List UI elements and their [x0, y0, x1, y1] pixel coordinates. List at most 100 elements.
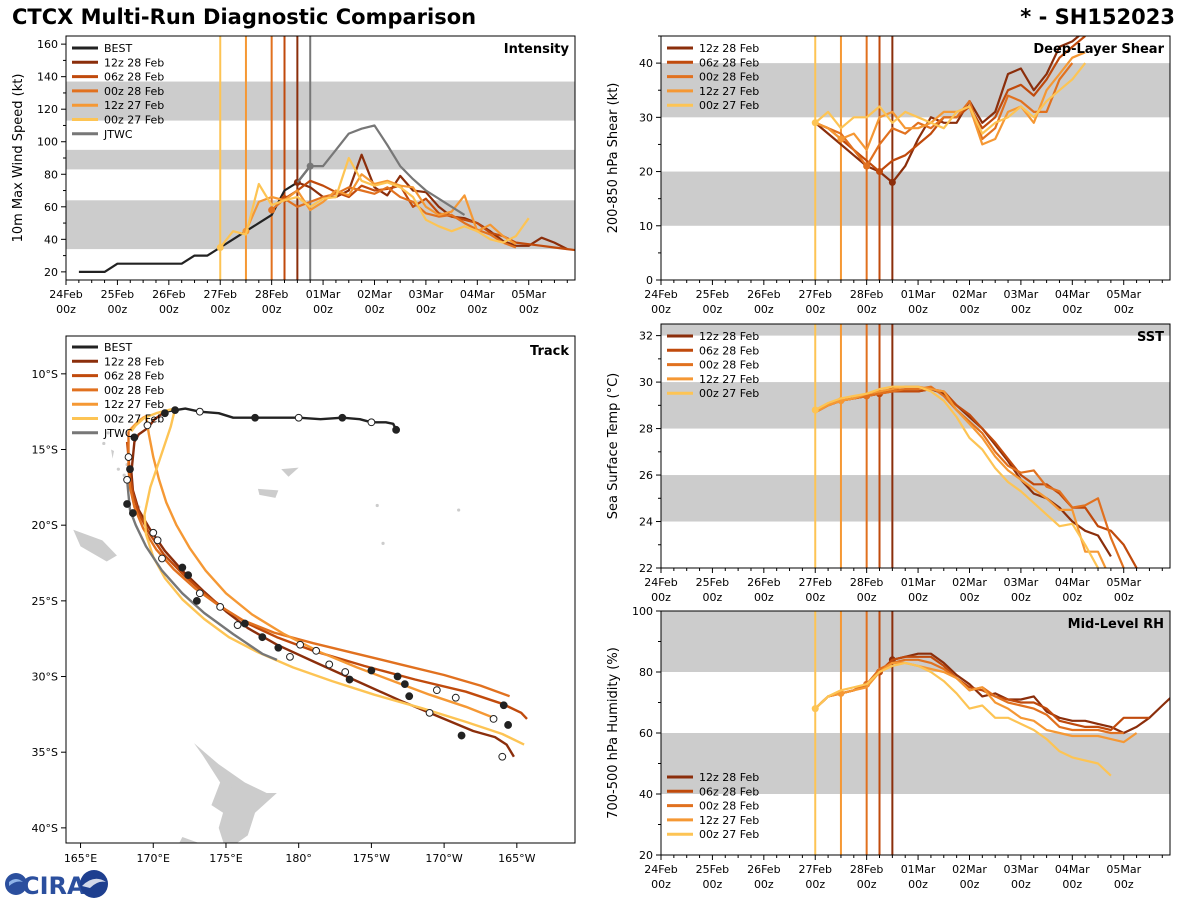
shear-ytick-label: 10 — [639, 220, 653, 233]
sst-ytick-label: 22 — [639, 562, 653, 575]
track-position-marker — [338, 413, 347, 422]
track-ytick-label: 20°S — [32, 519, 58, 532]
track-position-marker — [149, 528, 158, 537]
shear-xtick-label: 28Feb 00z — [850, 288, 883, 316]
track-position-marker — [425, 708, 434, 717]
track-position-marker — [312, 646, 321, 655]
intensity-legend-label-00z-28-feb: 00z 28 Feb — [104, 85, 164, 98]
track-position-marker — [393, 672, 402, 681]
logo-globe-left — [5, 873, 27, 895]
intensity-xtick-label: 24Feb 00z — [49, 288, 82, 316]
sst-xtick-label: 03Mar 00z — [1004, 576, 1039, 604]
island — [122, 473, 126, 477]
sst-shaded-band — [661, 324, 1170, 336]
intensity-xtick-label: 27Feb 00z — [204, 288, 237, 316]
shear-series-00z-27-feb — [814, 62, 1087, 135]
sst-ytick-label: 26 — [639, 469, 653, 482]
track-xtick-label: 175°W — [353, 852, 390, 865]
track-position-marker — [126, 465, 134, 474]
shear-series-12z-27-feb — [814, 51, 1086, 151]
logo-image: CIRA — [5, 870, 108, 900]
intensity-series-jtwc — [296, 124, 466, 216]
rh-xtick-label: 28Feb 00z — [850, 863, 883, 891]
shear-init-point-12z-27-feb — [837, 135, 845, 143]
track-position-marker — [498, 752, 507, 761]
intensity-legend-label-12z-28-feb: 12z 28 Feb — [104, 56, 164, 69]
rh-plot-area — [661, 611, 1170, 855]
rh-ytick-label: 80 — [639, 666, 653, 679]
sst-ytick-label: 28 — [639, 423, 653, 436]
track-position-marker — [325, 660, 334, 669]
track-position-marker — [400, 680, 409, 688]
shear-shaded-band — [661, 63, 1170, 118]
intensity-ytick-label: 20 — [44, 266, 58, 279]
shear-xtick-label: 03Mar 00z — [1004, 288, 1039, 316]
intensity-legend-label-00z-27-feb: 00z 27 Feb — [104, 114, 164, 127]
intensity-ylabel: 10m Max Wind Speed (kt) — [11, 74, 26, 243]
island — [116, 467, 120, 471]
track-xtick-label: 165°W — [498, 852, 535, 865]
rh-xtick-label: 24Feb 00z — [644, 863, 677, 891]
track-position-marker — [345, 675, 354, 684]
intensity-xtick-label: 04Mar 00z — [460, 288, 495, 316]
rh-series-00z-27-feb — [814, 661, 1112, 777]
rh-xtick-label: 03Mar 00z — [1004, 863, 1039, 891]
rh-panel: 20 40 60 80 100 24Feb 00z 25Feb 00z 26Feb 00z 27Feb… — [606, 605, 1171, 891]
rh-legend-label-06z-28-feb: 06z 28 Feb — [699, 785, 759, 798]
intensity-panel: 20 40 60 80 100 120 140 160 24Feb 00z 25Feb 00z 26Fe… — [11, 35, 576, 316]
rh-legend-label-00z-28-feb: 00z 28 Feb — [699, 800, 759, 813]
intensity-xtick-label: 01Mar 00z — [306, 288, 341, 316]
track-position-marker — [367, 666, 376, 675]
shear-xtick-label: 02Mar 00z — [952, 288, 987, 316]
sst-xtick-label: 01Mar 00z — [901, 576, 936, 604]
track-position-marker — [123, 500, 131, 508]
shear-xtick-label: 26Feb 00z — [747, 288, 780, 316]
track-position-marker — [274, 643, 283, 652]
rh-init-point-00z-27-feb — [811, 705, 819, 713]
sst-legend-label-12z-27-feb: 12z 27 Feb — [699, 373, 759, 386]
island — [381, 541, 385, 545]
shear-init-point-12z-28-feb — [888, 178, 896, 186]
rh-xtick-label: 04Mar 00z — [1055, 863, 1090, 891]
track-position-marker — [171, 406, 179, 415]
track-position-marker — [499, 701, 508, 710]
track-legend-label-00z-28-feb: 00z 28 Feb — [104, 384, 164, 397]
track-legend-label-12z-27-feb: 12z 27 Feb — [104, 398, 164, 411]
shear-xtick-label: 04Mar 00z — [1055, 288, 1090, 316]
rh-ytick-label: 60 — [639, 727, 653, 740]
landmass — [179, 836, 199, 843]
shear-legend-label-12z-28-feb: 12z 28 Feb — [699, 42, 759, 55]
intensity-ytick-label: 80 — [44, 168, 58, 181]
intensity-xtick-label: 28Feb 00z — [255, 288, 288, 316]
sst-ytick-label: 24 — [639, 516, 653, 529]
track-position-marker — [405, 692, 414, 701]
intensity-plot-area — [66, 36, 575, 280]
rh-xtick-label: 26Feb 00z — [747, 863, 780, 891]
shear-init-point-00z-28-feb — [863, 162, 871, 170]
shear-legend-label-12z-27-feb: 12z 27 Feb — [699, 85, 759, 98]
shear-xtick-label: 24Feb 00z — [644, 288, 677, 316]
sst-xtick-label: 26Feb 00z — [747, 576, 780, 604]
track-position-marker — [432, 686, 441, 695]
shear-legend-label-00z-27-feb: 00z 27 Feb — [699, 99, 759, 112]
rh-title: Mid-Level RH — [1068, 617, 1164, 632]
intensity-xtick-label: 03Mar 00z — [409, 288, 444, 316]
track-position-marker — [192, 596, 201, 605]
shear-init-point-00z-27-feb — [811, 119, 819, 127]
track-position-marker — [258, 633, 267, 642]
sst-xtick-label: 25Feb 00z — [696, 576, 729, 604]
track-position-marker — [251, 413, 259, 422]
sst-xtick-label: 24Feb 00z — [644, 576, 677, 604]
landmass — [257, 488, 279, 498]
track-position-marker — [489, 714, 498, 723]
rh-shaded-band — [661, 611, 1170, 672]
rh-ytick-label: 20 — [639, 849, 653, 862]
track-series-best — [164, 407, 398, 431]
shear-legend-label-06z-28-feb: 06z 28 Feb — [699, 56, 759, 69]
rh-ylabel: 700-500 hPa Humidity (%) — [606, 647, 621, 819]
track-ytick-label: 15°S — [32, 444, 58, 457]
shear-ytick-label: 30 — [639, 111, 653, 124]
track-xtick-label: 175°E — [209, 852, 242, 865]
island — [375, 503, 379, 508]
